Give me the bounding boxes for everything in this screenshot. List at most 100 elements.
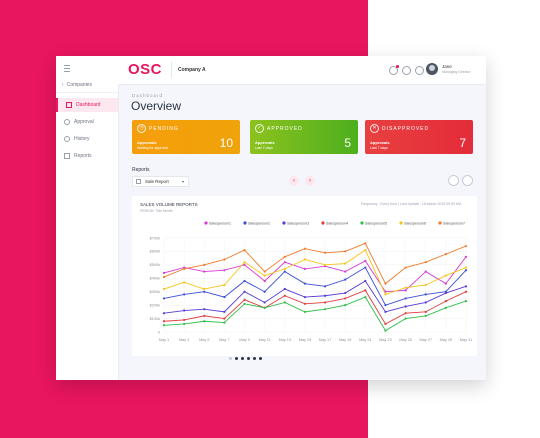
data-point [364, 259, 367, 262]
calendar-icon [136, 179, 141, 184]
data-point [223, 295, 226, 299]
app-logo[interactable]: OSC [128, 61, 163, 78]
pagination-dot[interactable] [229, 357, 232, 360]
series-line-salesperson1 [163, 256, 467, 293]
mail-icon[interactable] [402, 66, 411, 75]
data-point [263, 306, 266, 309]
data-point [303, 247, 307, 250]
data-point [283, 267, 286, 270]
back-to-companies[interactable]: ‹ Companies [62, 82, 92, 88]
data-point [303, 302, 307, 305]
card-label: DISAPPROVED [382, 126, 430, 132]
data-point [223, 283, 226, 287]
bell-icon[interactable] [389, 65, 399, 75]
pagination-dot[interactable] [259, 357, 262, 360]
chart-view-icon[interactable] [448, 175, 459, 186]
card-sub: Approvals [370, 140, 390, 145]
data-point [223, 269, 226, 272]
data-point [444, 274, 447, 277]
data-point [344, 297, 347, 300]
pagination-dot[interactable] [235, 357, 238, 360]
clock-icon: ◷ [137, 124, 146, 133]
chart-meta: Frequency : Every hour | Last Update : 1… [360, 202, 461, 206]
data-point [263, 274, 266, 277]
series-line-salesperson2 [163, 266, 467, 306]
pagination-dot[interactable] [253, 357, 256, 360]
table-view-icon[interactable] [462, 175, 473, 186]
x-tick-label: May 29 [440, 338, 452, 342]
data-point [162, 275, 166, 279]
avatar[interactable] [426, 63, 438, 75]
data-point [183, 267, 186, 270]
x-tick-label: May 11 [259, 338, 271, 342]
y-tick-label: $500k [150, 263, 160, 267]
data-point [424, 293, 427, 296]
data-point [424, 310, 427, 313]
data-point [444, 300, 447, 303]
settings-icon[interactable] [415, 66, 424, 75]
series-line-salesperson4 [163, 289, 467, 325]
x-tick-label: May 9 [239, 338, 249, 342]
notification-dot [396, 65, 399, 68]
chart-title: SALES VOLUME REPORTS [140, 202, 198, 207]
legend-swatch [243, 221, 247, 225]
data-point [364, 242, 367, 245]
card-pending[interactable]: ◷ PENDING Approvals Waiting for approval 10 [132, 120, 240, 154]
chevron-left-icon: ‹ [62, 82, 64, 88]
data-point [364, 279, 367, 283]
data-point [323, 294, 327, 297]
sidebar-item-history[interactable]: History [56, 132, 118, 146]
check-icon: ✓ [255, 124, 264, 133]
data-point [183, 309, 186, 312]
legend-swatch [399, 221, 403, 225]
sidebar-item-dashboard[interactable]: Dashboard [56, 98, 118, 112]
data-point [464, 266, 468, 269]
prev-button[interactable]: ‹ [289, 176, 299, 186]
breadcrumb: Dashboard [132, 93, 164, 98]
x-tick-label: May 1 [159, 338, 169, 342]
card-value: 10 [219, 136, 233, 150]
y-tick-label: $200k [150, 303, 160, 307]
sidebar-item-approval[interactable]: Approval [56, 115, 118, 129]
data-point [162, 271, 166, 275]
card-approved[interactable]: ✓ APPROVED Approvals Last 7 days 5 [250, 120, 358, 154]
data-point [364, 295, 367, 299]
data-point [464, 290, 468, 293]
data-point [203, 270, 206, 273]
legend-label: Salesperson5 [365, 222, 387, 226]
data-point [323, 301, 327, 304]
card-disapproved[interactable]: ✕ DISAPPROVED Approvals Last 7 days 7 [365, 120, 473, 154]
data-point [283, 301, 286, 304]
pagination-dot[interactable] [241, 357, 244, 360]
sidebar-item-reports[interactable]: Reports [56, 149, 118, 163]
card-sub2: Waiting for approval [137, 146, 168, 150]
data-point [404, 289, 407, 292]
next-button[interactable]: › [305, 176, 315, 186]
data-point [404, 317, 407, 320]
data-point [243, 279, 246, 283]
sidebar-item-label: Approval [74, 119, 94, 125]
data-point [404, 297, 407, 300]
menu-icon[interactable] [64, 65, 70, 72]
data-point [303, 267, 307, 270]
card-sub: Approvals [255, 140, 275, 145]
x-tick-label: May 27 [420, 338, 432, 342]
card-sub2: Last 7 days [370, 146, 388, 150]
data-point [243, 248, 246, 252]
data-point [203, 320, 206, 323]
data-point [404, 312, 407, 315]
data-point [424, 301, 427, 304]
data-point [464, 269, 468, 272]
data-point [203, 290, 206, 293]
data-point [464, 300, 468, 303]
card-value: 7 [459, 136, 466, 150]
check-circle-icon [64, 119, 70, 125]
report-select[interactable]: Sale Report ▾ [132, 176, 189, 187]
data-point [424, 314, 427, 317]
data-point [344, 291, 347, 295]
company-name[interactable]: Company A [178, 67, 206, 73]
data-point [263, 279, 266, 283]
top-bar [118, 56, 486, 85]
pagination-dot[interactable] [247, 357, 250, 360]
x-tick-label: May 25 [399, 338, 411, 342]
